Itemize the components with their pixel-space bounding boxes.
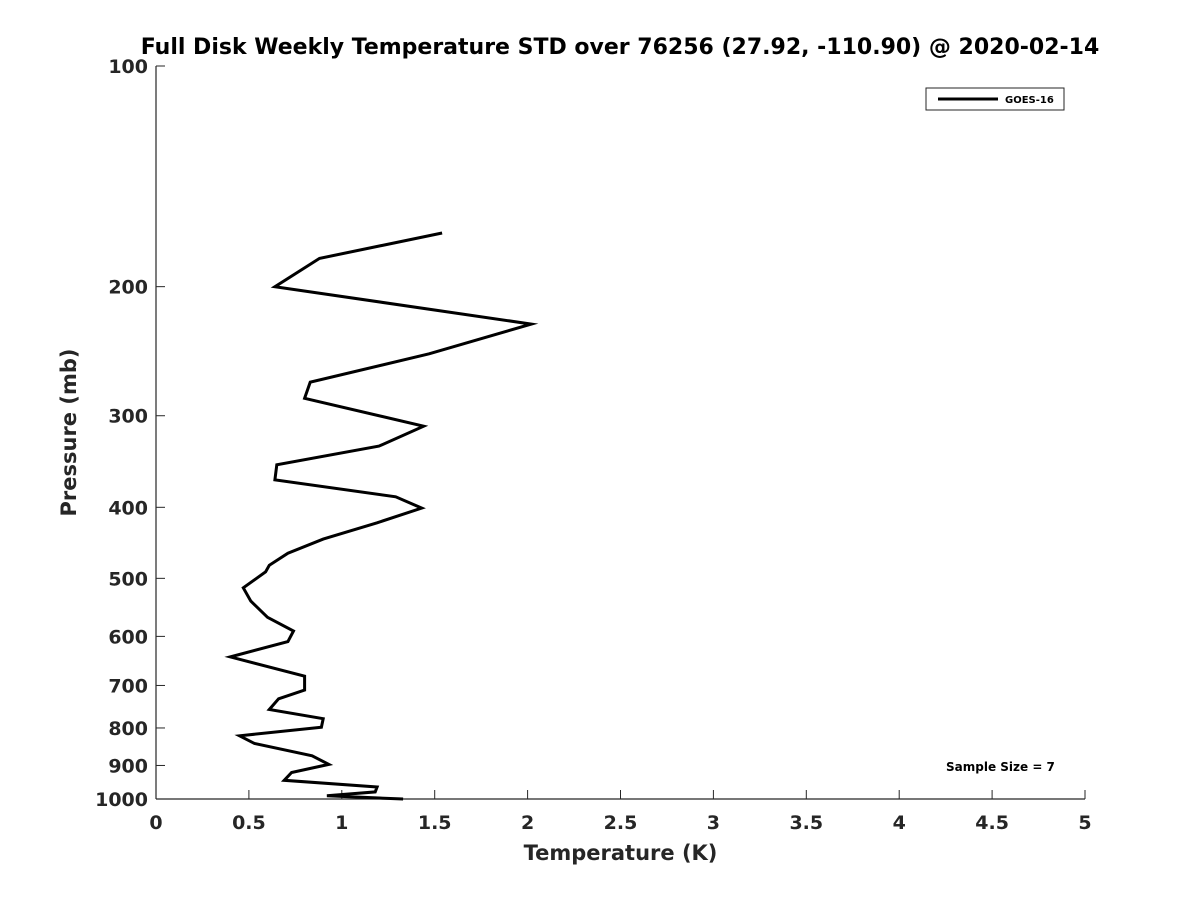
x-tick-label: 3 <box>707 812 720 834</box>
chart-title: Full Disk Weekly Temperature STD over 76… <box>141 35 1100 60</box>
x-tick-label: 3.5 <box>789 812 823 834</box>
y-ticks: 100 200 300 400 500 600 700 800 900 1000 <box>95 56 165 811</box>
x-tick-label: 4.5 <box>975 812 1009 834</box>
x-tick-label: 1.5 <box>418 812 452 834</box>
x-axis-label: Temperature (K) <box>524 841 718 865</box>
x-tick-label: 5 <box>1078 812 1091 834</box>
series-line-goes-16 <box>224 231 539 801</box>
x-tick-label: 0 <box>149 812 162 834</box>
y-tick-label: 400 <box>108 497 148 519</box>
sample-size-annotation: Sample Size = 7 <box>946 760 1055 774</box>
y-tick-label: 300 <box>108 406 148 428</box>
series-layer <box>224 231 539 801</box>
y-tick-label: 1000 <box>95 789 148 811</box>
x-tick-label: 2 <box>521 812 534 834</box>
x-tick-label: 0.5 <box>232 812 266 834</box>
y-tick-label: 100 <box>108 56 148 78</box>
y-tick-label: 600 <box>108 626 148 648</box>
y-tick-label: 900 <box>108 755 148 777</box>
y-tick-label: 800 <box>108 718 148 740</box>
legend: GOES-16 <box>925 87 1065 111</box>
plot-area <box>156 66 1085 799</box>
y-tick-label: 500 <box>108 568 148 590</box>
x-tick-label: 1 <box>335 812 348 834</box>
legend-label-goes-16: GOES-16 <box>1005 95 1054 106</box>
x-tick-label: 4 <box>893 812 906 834</box>
x-tick-label: 2.5 <box>604 812 638 834</box>
y-tick-label: 200 <box>108 277 148 299</box>
y-tick-label: 700 <box>108 675 148 697</box>
y-axis-label: Pressure (mb) <box>57 349 81 517</box>
x-ticks: 0 0.5 1 1.5 2 2.5 3 3.5 4 4.5 5 <box>149 790 1092 834</box>
